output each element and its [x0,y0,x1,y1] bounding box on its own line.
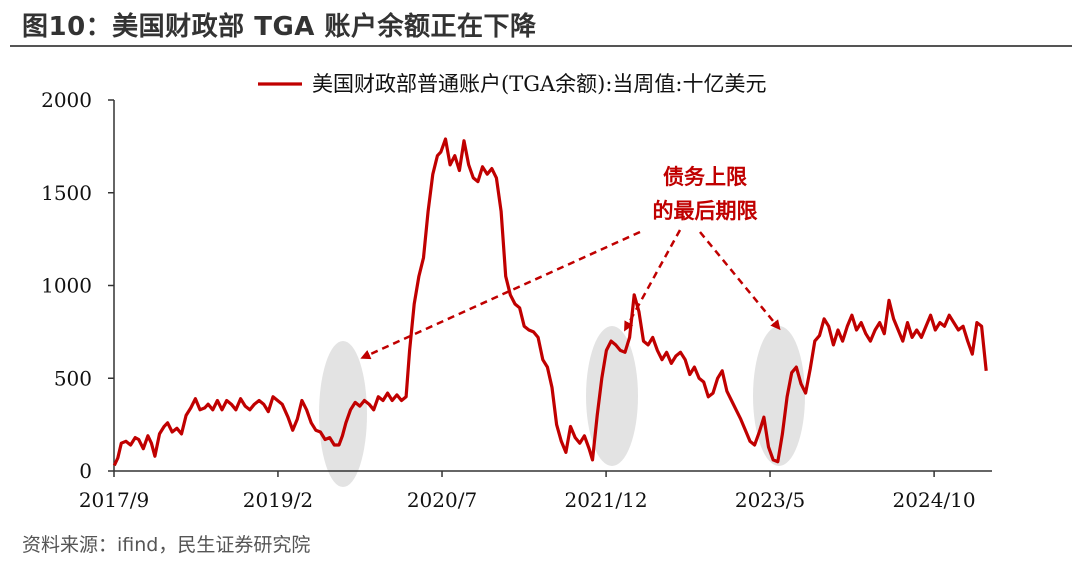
highlight-ellipse-2019 [319,341,367,487]
annotation-line-2: 的最后期限 [653,199,758,223]
y-tick-label: 0 [79,459,92,483]
figure-title: 图10：美国财政部 TGA 账户余额正在下降 [22,12,537,42]
annotation-arrow-2019 [360,230,641,360]
series-line-tga [112,137,988,467]
y-tick-label: 2000 [41,88,92,112]
title-divider [10,45,1072,47]
annotation-arrow-2021 [624,229,682,332]
highlight-ellipse-2021 [586,326,638,466]
annotation-arrow-2023 [699,231,781,331]
x-tick-label: 2024/10 [893,488,976,512]
x-tick-label: 2017/9 [79,488,149,512]
y-tick-label: 1500 [41,181,92,205]
tga-line-chart: 0 500 1000 1500 2000 2017/9 2019/2 2020/7 2021/… [41,72,992,512]
legend-label: 美国财政部普通账户(TGA余额):当周值:十亿美元 [312,72,766,96]
y-axis-ticks: 0 500 1000 1500 2000 [41,88,114,483]
x-tick-label: 2021/12 [565,488,648,512]
x-tick-label: 2019/2 [243,488,313,512]
x-tick-label: 2023/5 [735,488,805,512]
source-note: 资料来源：ifind，民生证券研究院 [22,534,311,556]
x-axis-ticks: 2017/9 2019/2 2020/7 2021/12 2023/5 2024/10 [79,471,976,512]
x-tick-label: 2020/7 [407,488,477,512]
y-tick-label: 1000 [41,274,92,298]
y-tick-label: 500 [54,366,92,390]
annotation-line-1: 债务上限 [663,165,747,189]
